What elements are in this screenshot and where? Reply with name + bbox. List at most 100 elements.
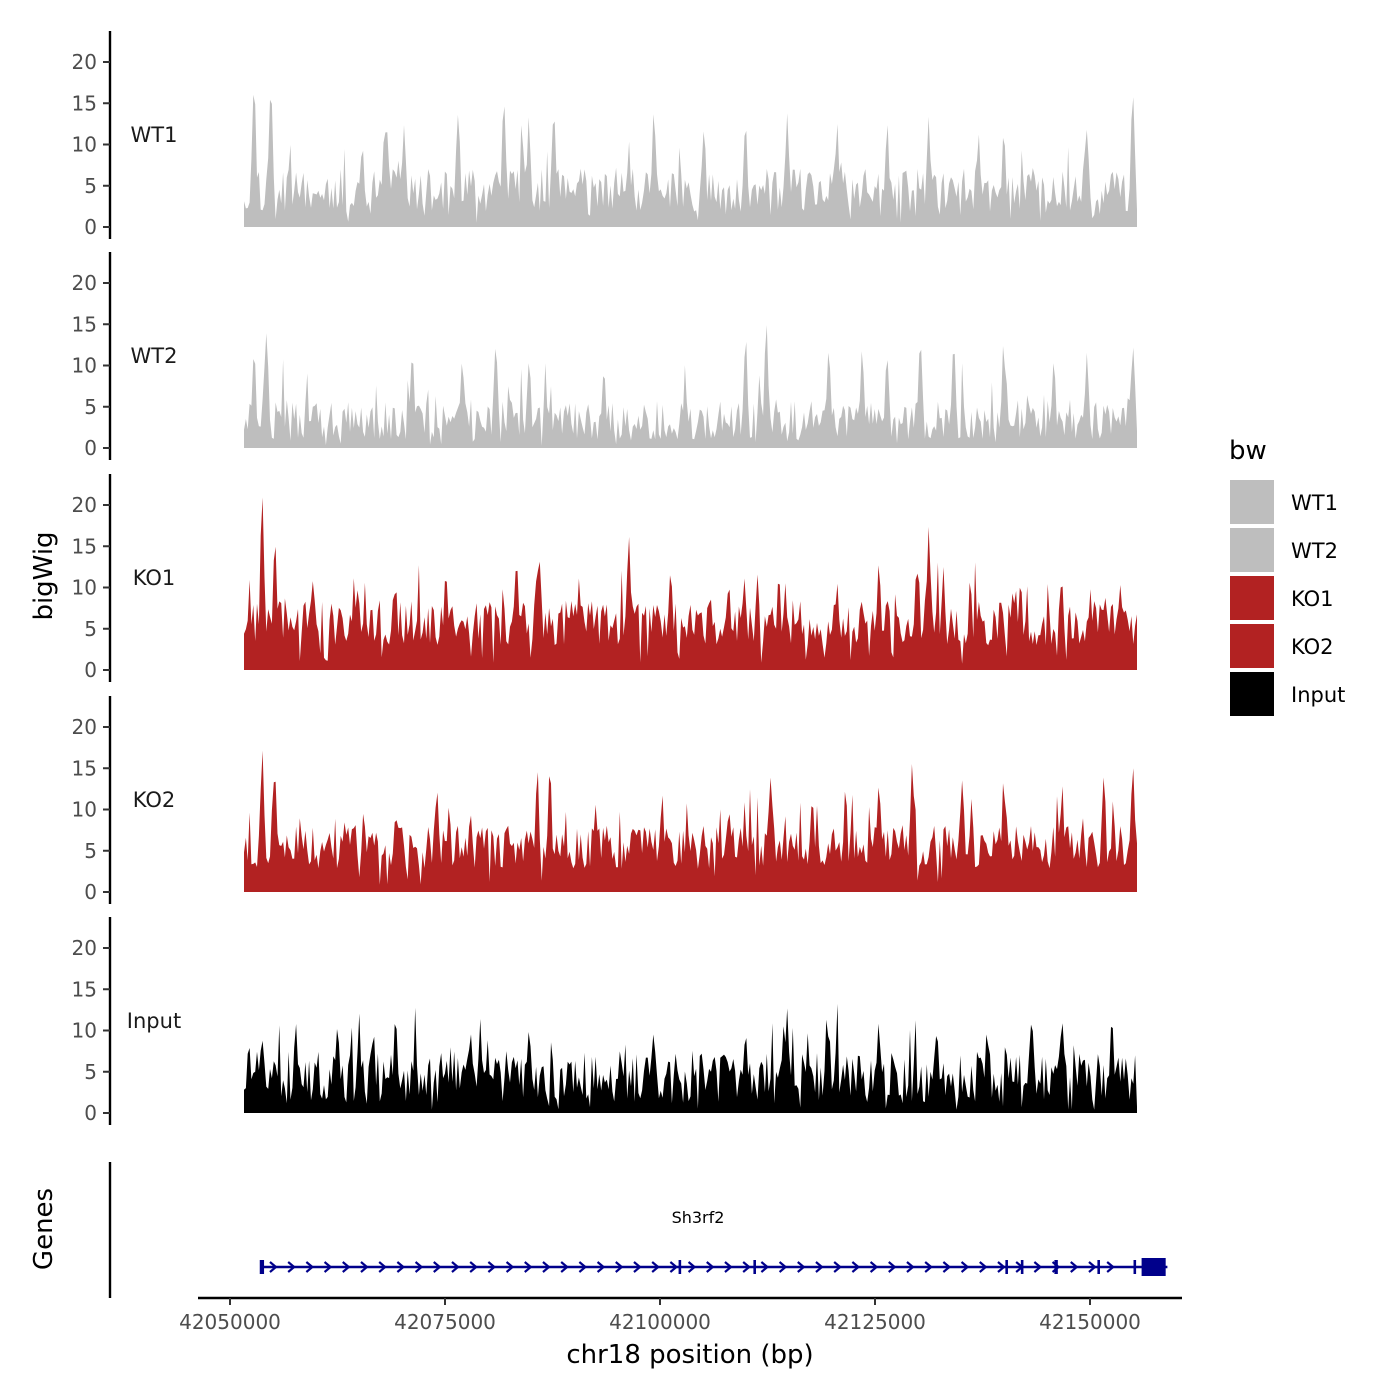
y-tick-label: 5 bbox=[84, 174, 97, 198]
strand-arrow bbox=[360, 1261, 369, 1273]
signal-area-input bbox=[244, 1003, 1137, 1113]
x-tick-label: 42075000 bbox=[394, 1310, 496, 1334]
strand-arrow bbox=[1088, 1261, 1097, 1273]
track-wt1: 0 5 10 15 20 WT1 bbox=[72, 31, 1137, 239]
strand-arrow bbox=[378, 1261, 387, 1273]
strand-arrow bbox=[323, 1261, 333, 1273]
y-tick-label: 20 bbox=[72, 715, 97, 739]
strand-arrow bbox=[1106, 1261, 1115, 1273]
legend-label-wt2: WT2 bbox=[1291, 539, 1338, 563]
y-tick-label: 10 bbox=[72, 576, 97, 600]
track-wt2: 0 5 10 15 20 WT2 bbox=[72, 252, 1137, 460]
gene-exon bbox=[1020, 1260, 1024, 1274]
strand-arrow bbox=[615, 1261, 624, 1273]
x-axis-title: chr18 position (bp) bbox=[566, 1340, 813, 1370]
gene-exon bbox=[1097, 1260, 1100, 1274]
strand-arrow bbox=[888, 1261, 897, 1273]
strand-arrow bbox=[778, 1261, 788, 1273]
gene-exon bbox=[1054, 1260, 1058, 1274]
y-tick-label: 10 bbox=[72, 133, 97, 157]
strand-arrow bbox=[979, 1261, 988, 1273]
y-tick-label: 20 bbox=[72, 50, 97, 74]
x-tick-label: 42050000 bbox=[179, 1310, 281, 1334]
y-tick-label: 10 bbox=[72, 1019, 97, 1043]
track-label-wt2: WT2 bbox=[131, 344, 178, 368]
legend-label-ko2: KO2 bbox=[1291, 635, 1334, 659]
legend-key-ko2 bbox=[1230, 624, 1274, 668]
strand-arrow bbox=[560, 1261, 569, 1273]
strand-arrow bbox=[433, 1261, 442, 1273]
y-tick-label: 15 bbox=[72, 977, 97, 1001]
strand-arrow bbox=[1033, 1261, 1043, 1273]
legend-key-wt1 bbox=[1230, 480, 1274, 524]
y-tick-label: 5 bbox=[84, 617, 97, 641]
strand-arrow bbox=[342, 1261, 351, 1273]
strand-arrow bbox=[305, 1261, 315, 1273]
genes-panel-title: Genes bbox=[29, 1188, 59, 1270]
strand-arrow bbox=[505, 1261, 515, 1273]
track-input: 0 5 10 15 20 Input bbox=[72, 917, 1137, 1125]
legend-label-ko1: KO1 bbox=[1291, 587, 1334, 611]
strand-arrow bbox=[542, 1261, 551, 1273]
track-label-input: Input bbox=[127, 1009, 181, 1033]
gene-exon bbox=[1005, 1260, 1008, 1274]
strand-arrow bbox=[269, 1261, 278, 1273]
strand-arrow bbox=[833, 1261, 842, 1273]
strand-arrow bbox=[797, 1261, 806, 1273]
signal-area-wt2 bbox=[244, 325, 1137, 448]
strand-arrow bbox=[687, 1261, 697, 1273]
strand-arrow bbox=[1070, 1261, 1079, 1273]
gene-exon bbox=[678, 1260, 682, 1274]
strand-arrow bbox=[596, 1261, 606, 1273]
genes-panel: Genes Sh3rf2 bbox=[29, 1162, 1168, 1298]
signal-tracks: 0 5 10 15 20 WT1 0 5 10 15 20 WT2 0 5 10 15 20 KO1 0 5 10 15 2… bbox=[72, 31, 1137, 1125]
legend-key-input bbox=[1230, 672, 1274, 716]
strand-arrow bbox=[578, 1261, 588, 1273]
y-tick-label: 15 bbox=[72, 91, 97, 115]
legend-key-ko1 bbox=[1230, 576, 1274, 620]
gene-exon bbox=[753, 1260, 756, 1274]
strand-arrow bbox=[524, 1261, 533, 1273]
strand-arrow bbox=[760, 1261, 770, 1273]
strand-arrow bbox=[724, 1261, 733, 1273]
y-tick-label: 15 bbox=[72, 312, 97, 336]
y-tick-label: 15 bbox=[72, 534, 97, 558]
track-ko2: 0 5 10 15 20 KO2 bbox=[72, 696, 1137, 904]
strand-arrow bbox=[942, 1261, 952, 1273]
legend-title: bw bbox=[1229, 436, 1267, 466]
strand-arrow bbox=[287, 1261, 296, 1273]
signal-area-ko1 bbox=[244, 497, 1137, 670]
legend: bw WT1 WT2 KO1 KO2 Input bbox=[1229, 436, 1345, 716]
strand-arrow bbox=[742, 1261, 751, 1273]
x-tick-label: 42100000 bbox=[609, 1310, 711, 1334]
strand-arrow bbox=[960, 1261, 970, 1273]
signal-area-wt1 bbox=[244, 94, 1137, 228]
x-axis: 42050000 42075000 42100000 42125000 42150000 bbox=[179, 1296, 1182, 1334]
gene-exon bbox=[1141, 1258, 1166, 1276]
y-axis-title: bigWig bbox=[29, 531, 59, 620]
gene-model bbox=[259, 1258, 1168, 1276]
y-tick-label: 0 bbox=[84, 658, 97, 682]
y-tick-label: 10 bbox=[72, 798, 97, 822]
gene-exon bbox=[259, 1260, 265, 1274]
track-ko1: 0 5 10 15 20 KO1 bbox=[72, 474, 1137, 682]
strand-arrow bbox=[997, 1261, 1006, 1273]
x-tick-label: 42150000 bbox=[1039, 1310, 1141, 1334]
gene-name-label: Sh3rf2 bbox=[672, 1208, 725, 1227]
y-tick-label: 10 bbox=[72, 354, 97, 378]
strand-arrow bbox=[815, 1261, 824, 1273]
legend-label-input: Input bbox=[1291, 683, 1345, 707]
y-tick-label: 0 bbox=[84, 1101, 97, 1125]
y-tick-label: 5 bbox=[84, 1060, 97, 1084]
strand-arrow bbox=[651, 1261, 660, 1273]
track-label-ko2: KO2 bbox=[133, 788, 176, 812]
track-label-ko1: KO1 bbox=[133, 566, 176, 590]
signal-area-ko2 bbox=[244, 750, 1137, 892]
strand-arrow bbox=[906, 1261, 915, 1273]
strand-arrow bbox=[706, 1261, 715, 1273]
strand-arrow bbox=[851, 1261, 861, 1273]
y-tick-label: 20 bbox=[72, 493, 97, 517]
y-tick-label: 20 bbox=[72, 271, 97, 295]
track-label-wt1: WT1 bbox=[131, 123, 178, 147]
